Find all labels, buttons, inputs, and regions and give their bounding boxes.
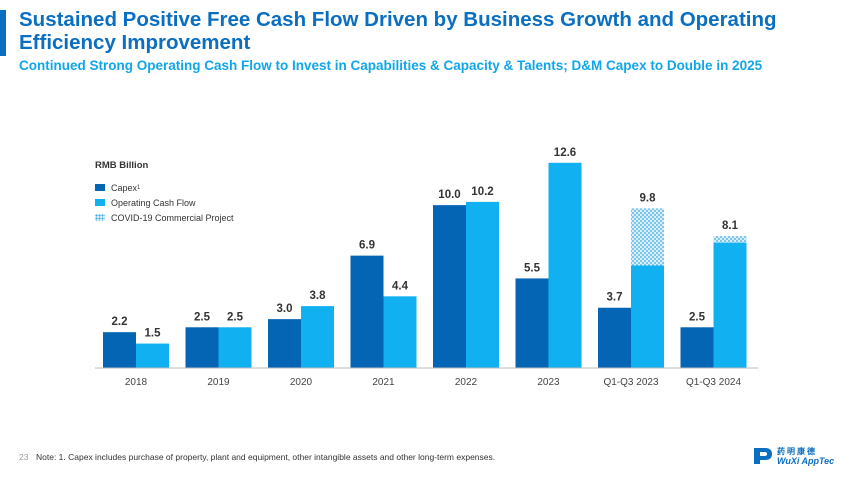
capex-value-label: 3.0 [277, 303, 293, 315]
category-tick-label: 2021 [372, 377, 395, 388]
ocf-bar [466, 201, 499, 368]
capex-bar [350, 255, 384, 368]
category-tick-label: 2018 [125, 377, 148, 388]
ocf-bar [301, 306, 334, 368]
ocf-value-label: 4.4 [392, 280, 409, 292]
legend-item-capex: Capex 1 [95, 180, 234, 195]
chart-legend: Capex 1 Operating Cash Flow COVID-19 Comm… [95, 180, 234, 225]
ocf-bar [218, 327, 252, 368]
capex-bar [103, 332, 136, 368]
category-tick-label: 2020 [290, 377, 313, 388]
ocf-value-label: 9.8 [640, 192, 657, 204]
company-logo: 药明康德 WuXi AppTec [752, 446, 834, 466]
ocf-value-label: 8.1 [722, 220, 739, 232]
capex-value-label: 5.5 [524, 262, 541, 274]
capex-bar [433, 205, 466, 368]
ocf-value-label: 3.8 [310, 290, 327, 302]
legend-swatch-capex [95, 184, 105, 191]
ocf-value-label: 12.6 [554, 147, 576, 159]
legend-label-covid: COVID-19 Commercial Project [111, 212, 234, 223]
legend-label-capex: Capex [111, 182, 138, 193]
legend-item-covid: COVID-19 Commercial Project [95, 210, 234, 225]
page-title: Sustained Positive Free Cash Flow Driven… [19, 8, 777, 54]
ocf-bar [631, 265, 664, 368]
footnote: Note: 1. Capex includes purchase of prop… [36, 452, 496, 462]
capex-bar [680, 327, 714, 368]
capex-value-label: 2.2 [112, 316, 128, 328]
legend-footnote-marker: 1 [137, 184, 141, 191]
page-subtitle: Continued Strong Operating Cash Flow to … [19, 58, 763, 73]
ocf-value-label: 1.5 [145, 328, 162, 340]
capex-bar [268, 319, 301, 368]
capex-bar [515, 278, 549, 368]
category-tick-label: Q1-Q3 2024 [686, 377, 741, 388]
page-number: 23 [19, 452, 29, 462]
category-tick-label: 2022 [455, 377, 478, 388]
category-tick-label: 2023 [537, 377, 560, 388]
logo-english-text: WuXi AppTec [777, 455, 835, 466]
capex-bar [185, 327, 219, 368]
covid-segment [713, 236, 747, 243]
capex-value-label: 6.9 [359, 240, 375, 252]
ocf-bar [713, 242, 747, 368]
ocf-value-label: 2.5 [227, 311, 244, 323]
legend-swatch-ocf [95, 199, 105, 206]
legend-swatch-covid [95, 214, 105, 221]
legend-item-ocf: Operating Cash Flow [95, 195, 234, 210]
capex-value-label: 10.0 [438, 189, 460, 201]
title-accent-bar [0, 10, 6, 56]
chart-unit-label: RMB Billion [95, 160, 149, 171]
ocf-bar [548, 162, 582, 368]
capex-bar [598, 307, 631, 368]
legend-label-ocf: Operating Cash Flow [111, 197, 196, 208]
capex-value-label: 2.5 [689, 311, 706, 323]
ocf-bar [383, 296, 417, 368]
capex-value-label: 2.5 [194, 311, 211, 323]
ocf-value-label: 10.2 [471, 186, 493, 198]
logo-mark-icon [754, 448, 772, 464]
covid-segment [631, 208, 664, 266]
logo-chinese-text: 药明康德 [777, 446, 817, 456]
ocf-bar [136, 343, 169, 368]
category-tick-label: 2019 [207, 377, 230, 388]
category-tick-label: Q1-Q3 2023 [603, 377, 658, 388]
capex-value-label: 3.7 [607, 292, 623, 304]
